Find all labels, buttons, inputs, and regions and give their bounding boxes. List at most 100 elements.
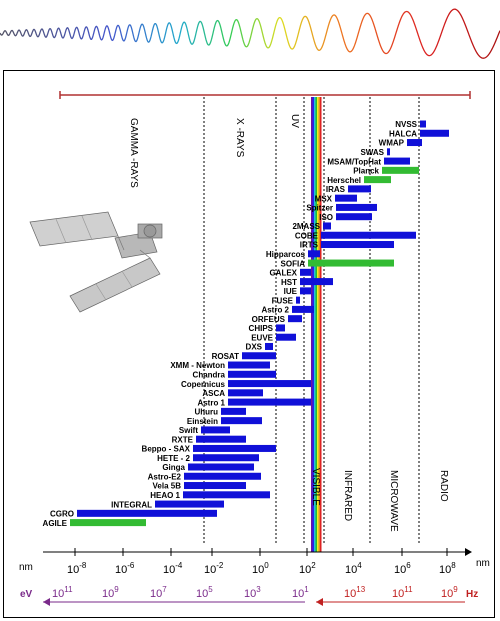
- mission-bar-sofia: [308, 259, 394, 267]
- mission-label-astro-e2: Astro-E2: [148, 472, 182, 481]
- mission-label-fuse: FUSE: [272, 296, 294, 305]
- wavelength-ticks: 10-8 10-6 10-4 10-2 100 102 104 106 108: [67, 548, 456, 576]
- mission-label-swift: Swift: [179, 426, 198, 435]
- mission-label-orfeus: ORFEUS: [252, 315, 286, 324]
- region-label-infrared: INFRARED: [342, 470, 353, 521]
- energy-ticks: 1011 109 107 105 103 101: [52, 585, 309, 600]
- visible-band: [311, 97, 322, 552]
- spectrum-wave-strip: [0, 8, 500, 59]
- mission-bar-iue: [300, 287, 311, 295]
- mission-bar-hete-2: [193, 454, 259, 462]
- mission-bar-hst: [300, 278, 333, 286]
- frequency-tick-label: 1011: [392, 585, 413, 600]
- mission-label-hipparcos: Hipparcos: [266, 250, 306, 259]
- mission-bar-chandra: [228, 370, 276, 378]
- mission-bar-swas: [387, 148, 390, 156]
- mission-label-astro-2: Astro 2: [261, 306, 289, 315]
- mission-bar-einstein: [221, 417, 262, 425]
- mission-bar-beppo-sax: [193, 444, 276, 452]
- mission-bar-orfeus: [288, 315, 302, 323]
- mission-label-beppo-sax: Beppo - SAX: [142, 445, 191, 454]
- mission-bar-agile: [70, 519, 146, 527]
- mission-label-chips: CHIPS: [249, 324, 274, 333]
- mission-label-uhuru: Uhuru: [194, 408, 218, 417]
- wavelength-tick-label: 10-6: [115, 561, 135, 576]
- wavelength-tick-label: 100: [252, 561, 269, 576]
- mission-bar-hipparcos: [308, 250, 320, 258]
- mission-label-cgro: CGRO: [50, 510, 74, 519]
- energy-tick-label: 107: [150, 585, 167, 600]
- mission-label-rxte: RXTE: [172, 435, 194, 444]
- mission-label-swas: SWAS: [360, 148, 384, 157]
- mission-bar-nvss: [420, 120, 426, 128]
- mission-bar-msam-tophat: [384, 157, 410, 165]
- mission-label-iso: ISO: [319, 213, 333, 222]
- mission-bar-iras: [348, 185, 371, 193]
- energy-tick-label: 109: [102, 585, 119, 600]
- mission-bar-integral: [155, 500, 224, 508]
- region-label-radio: RADIO: [438, 470, 449, 502]
- wavelength-tick-label: 104: [345, 561, 362, 576]
- mission-label-rosat: ROSAT: [212, 352, 240, 361]
- frequency-unit: Hz: [466, 589, 478, 600]
- mission-label-asca: ASCA: [202, 389, 225, 398]
- mission-label-xmm-newton: XMM - Newton: [170, 361, 225, 370]
- mission-label-dxs: DXS: [246, 343, 263, 352]
- mission-label-wmap: WMAP: [379, 139, 405, 148]
- wavelength-tick-label: 10-2: [204, 561, 224, 576]
- mission-label-hete-2: HETE - 2: [157, 454, 190, 463]
- mission-label-msx: MSX: [315, 194, 333, 203]
- energy-tick-label: 105: [196, 585, 213, 600]
- mission-label-hst: HST: [281, 278, 297, 287]
- frequency-tick-label: 1013: [344, 585, 366, 600]
- mission-label-chandra: Chandra: [193, 370, 226, 379]
- mission-label-sofia: SOFIA: [281, 259, 306, 268]
- mission-bar-astro-2: [292, 305, 314, 313]
- energy-unit: eV: [20, 589, 33, 600]
- wavelength-tick-label: 108: [439, 561, 456, 576]
- mission-bar-xmm-newton: [228, 361, 270, 369]
- mission-bar-fuse: [296, 296, 300, 304]
- frequency-axis: Hz 1013 1011 109: [316, 585, 478, 606]
- mission-bar-dxs: [265, 342, 273, 350]
- mission-label-iue: IUE: [284, 287, 298, 296]
- mission-bar-uhuru: [221, 407, 246, 415]
- mission-bar-spitzer: [336, 203, 377, 211]
- region-labels: GAMMA -RAYS X -RAYS UV VISIBLE INFRARED …: [128, 114, 449, 532]
- mission-label-vela-5b: Vela 5B: [153, 482, 182, 491]
- mission-bar-galex: [300, 268, 311, 276]
- mission-bar-ginga: [188, 463, 254, 471]
- energy-tick-label: 1011: [52, 585, 73, 600]
- energy-tick-label: 101: [292, 585, 309, 600]
- mission-label-integral: INTEGRAL: [111, 500, 152, 509]
- mission-label-spitzer: Spitzer: [306, 204, 333, 213]
- mission-bar-msx: [335, 194, 357, 202]
- wavelength-tick-label: 10-4: [163, 561, 183, 576]
- mission-bar-asca: [228, 389, 263, 397]
- energy-axis: eV 1011 109 107 105 103 101: [20, 585, 309, 606]
- wavelength-unit-right: nm: [476, 558, 490, 569]
- mission-label-agile: AGILE: [43, 519, 68, 528]
- region-label-microwave: MICROWAVE: [388, 470, 399, 532]
- mission-label-planck: Planck: [353, 167, 379, 176]
- wavelength-axis: nm nm 10-8 10-6 10-4 10-2 100 102 104 106 108: [19, 548, 490, 576]
- region-label-visible: VISIBLE: [310, 468, 321, 506]
- mission-bar-chips: [276, 324, 285, 332]
- mission-bar-cobe: [321, 231, 416, 239]
- top-scale: [59, 91, 471, 99]
- mission-bar-irts: [321, 241, 394, 249]
- satellite-illustration: [29, 211, 163, 313]
- mission-bar-vela-5b: [184, 482, 246, 490]
- mission-bar-copernicus: [228, 380, 311, 388]
- mission-bar-planck: [382, 166, 419, 174]
- frequency-tick-label: 109: [441, 585, 458, 600]
- mission-label-einstein: Einstein: [187, 417, 218, 426]
- mission-list: NVSSHALCAWMAPSWASMSAM/TopHatPlanckHersch…: [43, 120, 449, 528]
- mission-bar-iso: [336, 213, 372, 221]
- mission-bar-euve: [276, 333, 296, 341]
- mission-label-ginga: Ginga: [162, 463, 185, 472]
- mission-bar-heao-1: [183, 491, 270, 499]
- mission-label-galex: GALEX: [269, 269, 297, 278]
- frequency-ticks: 1013 1011 109: [344, 585, 458, 600]
